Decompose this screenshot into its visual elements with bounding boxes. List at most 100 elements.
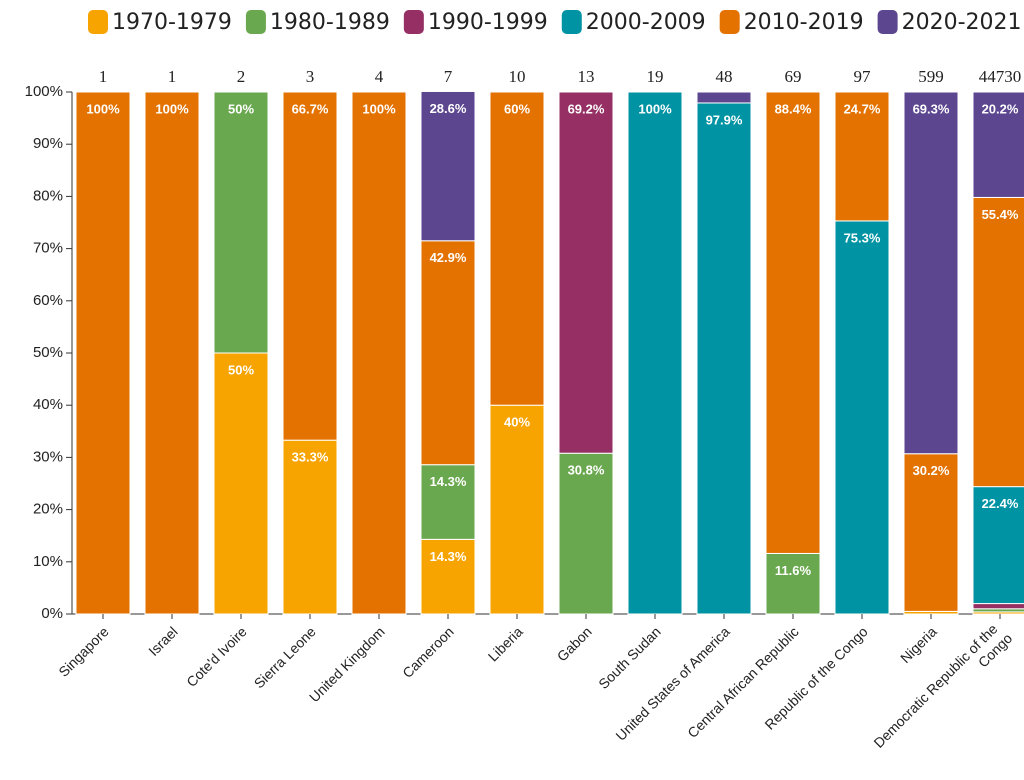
x-tick-label: Cote'd Ivoire (183, 623, 250, 690)
legend-label: 1970-1979 (112, 10, 232, 35)
value-label: 22.4% (982, 496, 1019, 511)
value-label: 100% (638, 101, 672, 116)
bar-segment (144, 91, 200, 615)
x-label-group: United Kingdom (306, 623, 388, 705)
y-tick-label: 10% (33, 553, 63, 570)
x-tick-label: United States of America (612, 623, 732, 743)
legend-swatch (88, 10, 108, 34)
x-tick-label: Democratic Republic of the Congo (870, 618, 1015, 763)
x-label-group: Gabon (554, 623, 595, 664)
x-label-group: Sierra Leone (251, 623, 319, 691)
total-label: 3 (306, 67, 315, 86)
bar-segment (213, 352, 269, 615)
legend-label: 1990-1999 (428, 10, 548, 35)
y-tick-label: 100% (25, 83, 63, 100)
bar-segment (972, 91, 1024, 198)
y-tick-label: 40% (33, 396, 63, 413)
value-label: 50% (228, 101, 254, 116)
y-tick-label: 70% (33, 240, 63, 257)
value-label: 30.2% (913, 463, 950, 478)
value-label: 11.6% (775, 563, 812, 578)
x-tick-label: Central African Republic (684, 623, 802, 741)
total-label: 97 (854, 67, 872, 86)
bar-segment (765, 552, 821, 615)
value-label: 100% (362, 101, 396, 116)
bar-segment (558, 91, 614, 454)
x-label-group: South Sudan (595, 623, 664, 692)
bar-segment (420, 240, 476, 466)
legend-label: 2020-2021 (902, 10, 1022, 35)
value-label: 97.9% (706, 112, 743, 127)
value-label: 40% (504, 415, 530, 430)
value-label: 60% (504, 101, 530, 116)
value-label: 28.6% (430, 101, 467, 116)
total-label: 48 (716, 67, 733, 86)
value-label: 66.7% (292, 101, 329, 116)
bar-segment (903, 91, 959, 455)
y-tick-label: 50% (33, 344, 63, 361)
x-tick-label: Nigeria (897, 623, 940, 666)
bar-segment (213, 91, 269, 354)
y-tick-label: 80% (33, 187, 63, 204)
legend-swatch (561, 10, 582, 34)
y-tick-label: 90% (33, 135, 63, 152)
legend-swatch (877, 10, 898, 34)
bar-segment (75, 91, 131, 615)
bar-segment (903, 453, 959, 612)
total-label: 1 (168, 67, 177, 86)
x-label-group: Singapore (55, 623, 112, 680)
value-label: 55.4% (982, 207, 1019, 222)
x-label-group: United States of America (612, 623, 732, 743)
value-label: 100% (86, 101, 120, 116)
legend-label: 1980-1989 (270, 10, 390, 35)
x-tick-label: Israel (145, 623, 181, 659)
y-tick-label: 20% (33, 501, 63, 518)
bar-segment (489, 404, 545, 615)
x-tick-label: Singapore (55, 623, 112, 680)
x-tick-label: Cameroon (399, 623, 457, 681)
x-tick-label: Sierra Leone (251, 623, 319, 691)
legend-swatch (245, 10, 266, 34)
value-label: 42.9% (430, 250, 467, 265)
total-label: 13 (578, 67, 595, 86)
bar-segment (834, 220, 890, 615)
value-label: 20.2% (982, 101, 1019, 116)
total-label: 44730 (979, 67, 1022, 86)
bar-segment (696, 91, 752, 104)
legend-swatch (403, 10, 424, 34)
total-label: 69 (785, 67, 802, 86)
x-label-group: Israel (145, 623, 181, 659)
value-label: 69.3% (913, 101, 950, 116)
total-label: 1 (99, 67, 108, 86)
bar-segment (282, 91, 338, 441)
bar-segment (765, 91, 821, 554)
total-label: 599 (918, 67, 944, 86)
x-label-group: Central African Republic (684, 623, 802, 741)
value-label: 14.3% (430, 474, 467, 489)
bar-segment (489, 91, 545, 406)
bar-segment (972, 486, 1024, 605)
x-tick-label: South Sudan (595, 623, 664, 692)
legend-swatch (719, 10, 740, 34)
total-label: 7 (444, 67, 453, 86)
bar-segment (627, 91, 683, 615)
legend-label: 2010-2019 (744, 10, 864, 35)
x-label-group: Nigeria (897, 623, 940, 666)
total-label: 4 (375, 67, 384, 86)
x-label-group: Democratic Republic of the Congo (870, 618, 1015, 763)
value-label: 24.7% (844, 101, 881, 116)
value-label: 100% (155, 101, 189, 116)
x-tick-label: Liberia (485, 623, 526, 664)
bar-segment (696, 102, 752, 615)
total-label: 2 (237, 67, 246, 86)
x-label-group: Liberia (485, 623, 526, 664)
y-tick-label: 0% (41, 605, 63, 622)
value-label: 88.4% (775, 101, 812, 116)
bar-segment (282, 439, 338, 615)
x-label-group: Cote'd Ivoire (183, 623, 250, 690)
value-label: 69.2% (568, 101, 605, 116)
x-tick-label: United Kingdom (306, 623, 388, 705)
value-label: 50% (228, 362, 254, 377)
total-label: 10 (509, 67, 526, 86)
value-label: 33.3% (292, 450, 329, 465)
